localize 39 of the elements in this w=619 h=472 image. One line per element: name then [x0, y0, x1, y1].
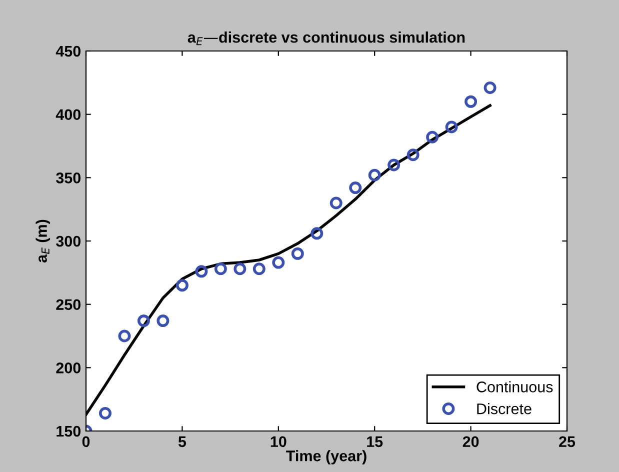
- point: [98, 407, 112, 420]
- point: [426, 130, 439, 144]
- point: [349, 182, 362, 194]
- point: [464, 95, 478, 108]
- y-tick-label: 450: [56, 46, 81, 57]
- x-axis-title: Time (year): [286, 450, 366, 464]
- point: [445, 120, 458, 134]
- y-axis-title: a$_{E}$ (m): [36, 220, 50, 262]
- point: [291, 247, 304, 260]
- y-tick-label: 400: [56, 109, 81, 120]
- point: [388, 158, 400, 172]
- point: [234, 262, 246, 276]
- chart-title: a$_{E}$—discrete vs continuous simulation: [188, 32, 465, 46]
- x-tick-label: 25: [559, 436, 576, 448]
- x-tick-label: 20: [462, 436, 479, 448]
- point: [252, 262, 266, 276]
- point: [137, 314, 150, 328]
- point: [484, 81, 496, 94]
- x-tick-label: 10: [270, 436, 286, 448]
- point: [156, 314, 170, 328]
- point: [330, 196, 342, 210]
- legend-label: Continuous: [476, 381, 553, 392]
- point: [272, 256, 285, 269]
- point: [310, 227, 324, 240]
- point: [406, 148, 420, 162]
- y-tick-label: 350: [56, 172, 81, 184]
- point: [195, 265, 208, 278]
- point: [214, 262, 227, 276]
- y-tick-label: 300: [56, 236, 81, 247]
- y-tick-label: 200: [56, 362, 81, 374]
- x-tick-label: 5: [178, 436, 186, 448]
- y-tick-label: 150: [56, 426, 81, 437]
- x-tick-label: 15: [367, 436, 383, 448]
- y-tick-label: 250: [56, 299, 81, 310]
- point: [368, 168, 381, 182]
- legend-label: Discrete: [477, 403, 532, 414]
- x-tick-label: 0: [82, 436, 90, 448]
- point: [118, 330, 131, 342]
- point: [176, 279, 188, 292]
